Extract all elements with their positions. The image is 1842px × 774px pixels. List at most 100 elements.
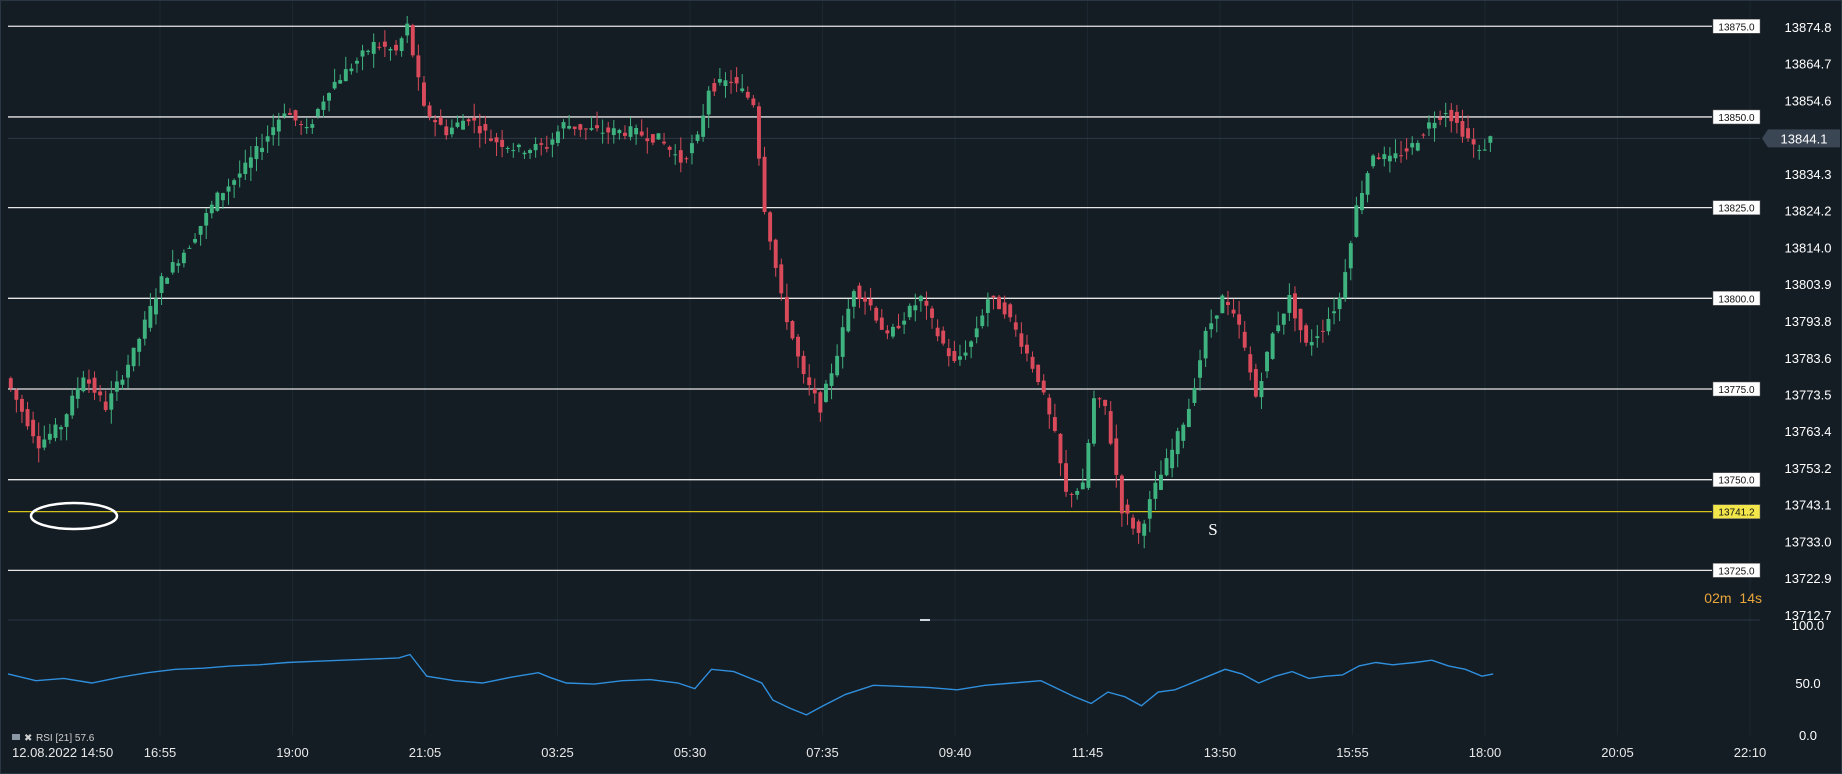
candle-body [500,139,505,147]
candle-body [863,297,867,302]
candle-body [829,373,834,386]
candle-body [1114,438,1119,475]
candle-body [472,117,477,121]
candle-body [1108,411,1113,444]
time-tick-label: 13:50 [1204,745,1237,760]
price-level-label: 13825.0 [1718,204,1755,215]
price-tick-label: 13824.2 [1785,204,1832,219]
indicator-icon [12,734,20,740]
candle-body [650,134,655,143]
price-tick-label: 13712.7 [1785,608,1832,623]
candle-body [930,308,934,318]
candle-body [176,263,181,266]
price-level-box [1712,19,1761,34]
candle-body [505,148,510,150]
price-axis: 13874.8 13864.7 13854.6 13834.3 13824.2 13814… [1785,20,1832,623]
price-level-box [1712,504,1761,519]
candle-body [92,377,97,393]
candle-body [1466,128,1470,139]
rsi-indicator-legend[interactable]: ✖ RSI [21] 57.6 [12,733,95,744]
candle-body [8,378,13,389]
price-tick-label: 13803.9 [1785,277,1832,292]
candle-body [779,264,784,294]
candle-body [1080,482,1085,490]
candle-body [628,126,633,137]
candle-body [824,383,828,402]
candle-body [958,356,962,360]
time-tick-label: 20:05 [1601,745,1634,760]
candle-body [918,296,923,302]
candle-body [935,327,940,337]
candle-body [1103,399,1108,407]
candle-body [237,173,242,178]
price-tick-label: 13722.9 [1785,571,1832,586]
candle-body [1069,493,1074,495]
candle-body [1170,449,1175,469]
candle-body [271,127,276,136]
candle-body [522,152,527,155]
candle-body [846,308,851,332]
candle-body [1013,322,1018,330]
price-level-box [1712,563,1761,578]
candle-body [723,80,728,86]
candle-countdown-timer: 02m 14s [1704,590,1762,606]
time-tick-label: 09:40 [939,745,972,760]
candle-body [1092,398,1096,444]
candle-body [254,146,259,160]
candle-body [410,25,415,56]
candle-body [321,101,326,110]
candle-body [64,414,69,427]
candle-body [427,105,432,117]
price-tick-label: 13763.4 [1785,424,1832,439]
candle-body [1265,351,1269,372]
candle-body [1186,408,1191,427]
candle-body [215,192,220,211]
candle-body [405,23,410,36]
candle-body [265,136,270,142]
candle-body [1309,342,1314,346]
candle-body [1320,330,1325,332]
candle-body [1253,369,1258,397]
candle-body [1315,336,1320,339]
price-tick-label: 13783.6 [1785,351,1832,366]
candlesticks [8,15,1493,549]
price-tick-label: 13793.8 [1785,314,1832,329]
candle-body [20,398,24,412]
candle-body [874,307,879,321]
candle-body [360,50,365,57]
candle-body [388,48,393,51]
candle-body [1136,521,1141,533]
candle-body [399,38,404,52]
close-indicator-icon[interactable]: ✖ [24,733,32,744]
candle-body [740,88,745,92]
candle-body [980,315,985,327]
candle-body [59,427,63,430]
candle-body [1064,463,1068,492]
candle-body [561,122,566,129]
candle-body [1231,309,1236,314]
candle-body [768,212,773,242]
candle-body [1421,134,1426,136]
candle-body [187,247,192,249]
candle-body [477,126,482,134]
candle-body [1198,360,1202,378]
candle-body [1025,344,1029,354]
candle-body [952,350,957,362]
rsi-pane: 100.0 50.0 0.0 [7,618,1824,743]
candle-body [556,131,560,143]
candle-body [1365,173,1370,195]
price-tick-label: 13814.0 [1785,241,1832,256]
candle-body [567,125,572,129]
candle-body [902,320,907,325]
rsi-tick-label: 50.0 [1795,676,1820,691]
price-level-label: 13850.0 [1718,113,1755,124]
candle-body [36,436,41,449]
candle-body [181,252,186,264]
candle-body [818,392,823,413]
candle-body [528,150,532,154]
candle-body [851,291,856,307]
price-levels[interactable]: 13875.0 13850.0 13825.0 13800.0 13775.0 13750… [8,19,1761,578]
candle-body [449,127,454,135]
candle-body [1192,387,1197,403]
